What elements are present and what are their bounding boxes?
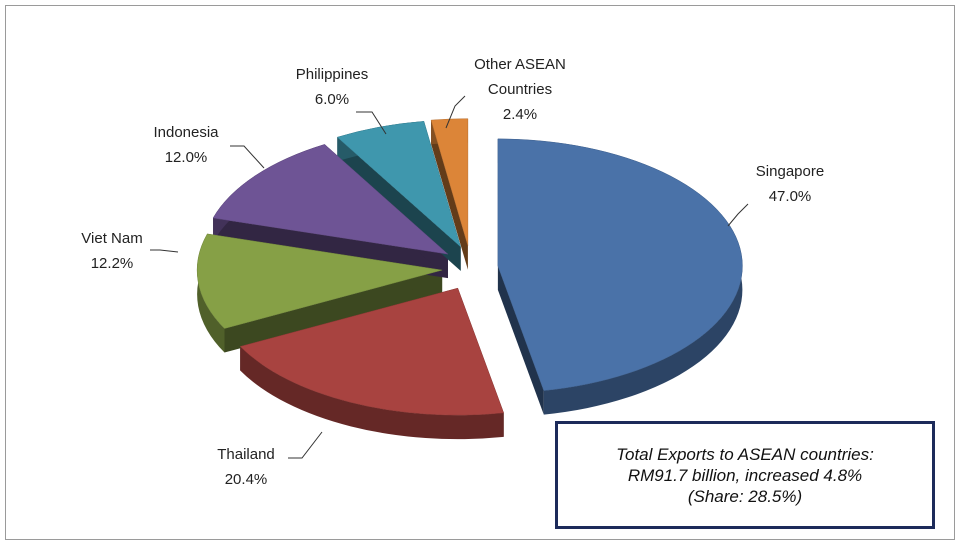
label-name: Thailand — [217, 446, 275, 463]
label-name: Indonesia — [153, 124, 219, 141]
leader-line — [230, 145, 265, 169]
slice-wall — [337, 137, 461, 271]
slice-wall — [431, 120, 468, 270]
data-label: Thailand 20.4% — [176, 442, 316, 493]
annotation-line: Total Exports to ASEAN countries: — [616, 444, 874, 464]
data-label: Philippines 6.0% — [262, 62, 402, 113]
label-name: Singapore — [755, 163, 825, 180]
slice — [336, 121, 462, 248]
annotation-line: (Share: 28.5%) — [687, 486, 803, 506]
label-value: 12.2% — [90, 255, 134, 272]
leader-line — [356, 111, 387, 135]
label-value: 12.0% — [164, 149, 208, 166]
slice — [196, 233, 443, 329]
label-value: 2.4% — [502, 106, 538, 123]
label-name: Viet Nam — [81, 230, 143, 247]
slice-side — [240, 346, 504, 440]
label-value: 6.0% — [314, 91, 350, 108]
data-label: Singapore 47.0% — [720, 159, 860, 210]
leader-line — [445, 95, 466, 129]
label-value: 20.4% — [224, 471, 268, 488]
annotation-line: RM91.7 billion, increased 4.8% — [627, 465, 863, 485]
data-label: Other ASEAN Countries 2.4% — [450, 52, 590, 128]
slice — [212, 144, 449, 255]
leader-line — [150, 249, 179, 253]
data-label: Viet Nam 12.2% — [42, 226, 182, 277]
label-name: Philippines — [295, 66, 369, 83]
label-name: Other ASEAN Countries — [474, 56, 566, 98]
slice-wall — [224, 270, 443, 353]
leader-line — [288, 431, 323, 459]
label-value: 47.0% — [768, 188, 812, 205]
annotation-box: Total Exports to ASEAN countries: RM91.7 … — [555, 421, 935, 529]
slice-wall — [497, 265, 544, 415]
data-label: Indonesia 12.0% — [116, 120, 256, 171]
slice — [497, 138, 743, 391]
slice — [239, 287, 505, 416]
leader-line — [727, 203, 749, 227]
